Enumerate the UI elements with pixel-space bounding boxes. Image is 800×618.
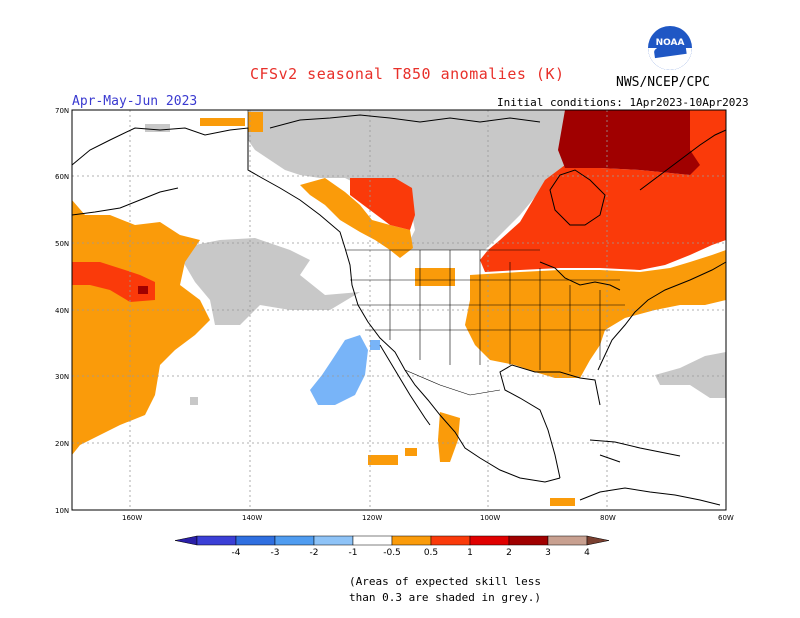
- east-coast: [597, 261, 727, 371]
- blue-eastern-pacific: [310, 335, 368, 405]
- colorbar-label: -3: [271, 548, 280, 558]
- blue-small-patch: [370, 340, 380, 350]
- orange-bc-coast: [300, 178, 413, 258]
- colorbar-segment: [391, 535, 432, 546]
- orange-central-us: [465, 250, 726, 378]
- lon-label: 60W: [718, 514, 734, 522]
- lat-label: 50N: [55, 240, 69, 248]
- red-bc: [350, 178, 415, 230]
- south-america: [579, 487, 721, 506]
- colorbar: -4 -3 -2 -1 -0.5 0.5 1 2 3 4: [174, 535, 610, 558]
- colorbar-label: 1: [467, 548, 473, 558]
- warm-anomaly-darkred: [138, 110, 700, 294]
- lat-label: 60N: [55, 173, 69, 181]
- red-pacific: [72, 262, 155, 302]
- orange-great-basin: [415, 268, 455, 286]
- orange-alaska-patch: [200, 118, 245, 126]
- orange-small-patch-c: [550, 498, 575, 506]
- colorbar-segment: [352, 535, 393, 546]
- lon-label: 100W: [480, 514, 500, 522]
- lon-label: 160W: [122, 514, 142, 522]
- colorbar-segment: [274, 535, 315, 546]
- colorbar-segment: [430, 535, 471, 546]
- colorbar-label: -2: [310, 548, 319, 558]
- lon-label: 120W: [362, 514, 382, 522]
- skill-note-line1: (Areas of expected skill less: [349, 575, 542, 588]
- caribbean: [589, 439, 681, 463]
- baja: [379, 344, 431, 426]
- arctic-coast: [269, 114, 541, 129]
- warm-anomaly-orange: [72, 112, 726, 506]
- noaa-logo: NOAA: [648, 26, 692, 70]
- darkred-hudson: [558, 110, 700, 175]
- orange-small-patch-b: [405, 448, 417, 456]
- colorbar-label: -4: [232, 548, 241, 558]
- colorbar-label: -0.5: [383, 548, 401, 558]
- lat-label: 40N: [55, 307, 69, 315]
- map-panel: [71, 109, 727, 511]
- colorbar-segment: [313, 535, 354, 546]
- map-title: CFSv2 seasonal T850 anomalies (K): [250, 65, 565, 83]
- darkred-small: [138, 286, 148, 294]
- colorbar-label: -1: [349, 548, 358, 558]
- lat-label: 30N: [55, 373, 69, 381]
- org-label: NWS/NCEP/CPC: [616, 75, 710, 90]
- colorbar-label: 3: [545, 548, 551, 558]
- hudson-bay: [549, 169, 606, 226]
- lat-labels: 70N 60N 50N 40N 30N 20N 10N: [55, 107, 69, 515]
- orange-alaska-patch-b: [248, 112, 263, 132]
- colorbar-label: 2: [506, 548, 512, 558]
- labrador-coast: [639, 129, 727, 191]
- colorbar-label: 0.5: [424, 548, 438, 558]
- skill-note-line2: than 0.3 are shaded in grey.): [349, 591, 542, 604]
- grey-atlantic: [655, 352, 726, 398]
- alaska-coast: [71, 127, 346, 249]
- colorbar-segment: [469, 535, 510, 546]
- colorbar-segment: [235, 535, 276, 546]
- grey-north-canada: [248, 110, 565, 250]
- grey-small-patch: [190, 397, 198, 405]
- political-borders: [247, 110, 625, 396]
- colorbar-segment: [508, 535, 549, 546]
- aleutians: [71, 187, 179, 216]
- grey-central-pacific: [180, 238, 360, 325]
- graticule: [72, 110, 726, 510]
- map-frame: [71, 109, 727, 511]
- west-coast: [344, 247, 561, 483]
- initial-conditions-label: Initial conditions: 1Apr2023-10Apr2023: [497, 96, 749, 109]
- logo-text: NOAA: [655, 38, 685, 48]
- lat-label: 70N: [55, 107, 69, 115]
- lon-label: 80W: [600, 514, 616, 522]
- warm-anomaly-red: [72, 110, 726, 302]
- cold-anomaly-lightblue: [310, 335, 380, 405]
- lat-label: 10N: [55, 507, 69, 515]
- lon-labels: 160W 140W 120W 100W 80W 60W: [122, 514, 734, 522]
- lon-label: 140W: [242, 514, 262, 522]
- colorbar-arrow-right: [586, 535, 610, 546]
- great-lakes: [539, 261, 621, 291]
- red-canada-east: [480, 165, 726, 272]
- colorbar-segment: [547, 535, 588, 546]
- coastlines: [71, 114, 727, 506]
- colorbar-segment: [196, 535, 237, 546]
- lat-label: 20N: [55, 440, 69, 448]
- orange-mexico: [438, 412, 460, 462]
- colorbar-arrow-left: [174, 535, 198, 546]
- orange-pacific: [72, 200, 210, 455]
- gulf-coast: [499, 364, 601, 479]
- orange-small-patch-a: [368, 455, 398, 465]
- grey-alaska-patch: [145, 124, 170, 132]
- colorbar-label: 4: [584, 548, 590, 558]
- period-label: Apr-May-Jun 2023: [72, 94, 198, 109]
